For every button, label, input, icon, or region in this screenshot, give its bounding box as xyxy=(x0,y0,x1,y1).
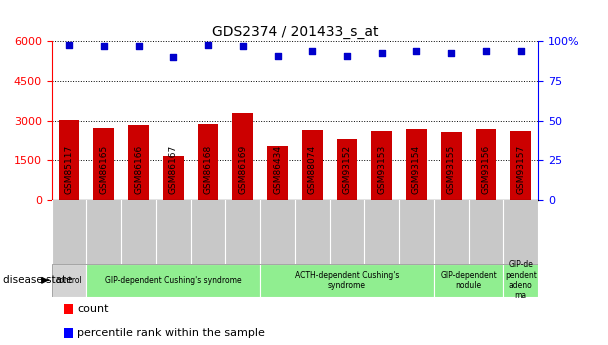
Bar xyxy=(52,264,86,297)
Point xyxy=(99,43,109,49)
Bar xyxy=(163,156,184,200)
Point xyxy=(272,53,282,58)
Bar xyxy=(94,128,114,200)
Bar xyxy=(260,264,434,297)
Bar xyxy=(434,264,503,297)
Point xyxy=(203,42,213,47)
Bar xyxy=(337,139,358,200)
Bar xyxy=(475,129,496,200)
Point xyxy=(308,48,317,54)
Text: GIP-dependent Cushing's syndrome: GIP-dependent Cushing's syndrome xyxy=(105,276,241,285)
Point xyxy=(516,48,525,54)
Bar xyxy=(128,125,149,200)
Bar xyxy=(441,132,461,200)
Bar xyxy=(371,131,392,200)
Title: GDS2374 / 201433_s_at: GDS2374 / 201433_s_at xyxy=(212,25,378,39)
Point xyxy=(446,50,456,55)
Point xyxy=(377,50,387,55)
Bar xyxy=(406,129,427,200)
Bar xyxy=(503,264,538,297)
Bar xyxy=(302,130,323,200)
Text: GIP-dependent
nodule: GIP-dependent nodule xyxy=(440,270,497,290)
Point xyxy=(342,53,352,58)
Point xyxy=(481,48,491,54)
Text: ACTH-dependent Cushing's
syndrome: ACTH-dependent Cushing's syndrome xyxy=(295,270,399,290)
Text: count: count xyxy=(77,304,109,314)
Point xyxy=(64,42,74,47)
Bar xyxy=(232,114,253,200)
Point xyxy=(134,43,143,49)
Text: disease state: disease state xyxy=(3,275,72,285)
Point xyxy=(412,48,421,54)
Bar xyxy=(86,264,260,297)
Bar xyxy=(510,131,531,200)
Bar xyxy=(198,124,218,200)
Bar xyxy=(267,146,288,200)
Text: percentile rank within the sample: percentile rank within the sample xyxy=(77,328,265,338)
Text: GIP-de
pendent
adeno
ma: GIP-de pendent adeno ma xyxy=(505,260,537,300)
Point xyxy=(168,55,178,60)
Text: control: control xyxy=(56,276,83,285)
Point xyxy=(238,43,247,49)
Bar xyxy=(58,120,80,200)
